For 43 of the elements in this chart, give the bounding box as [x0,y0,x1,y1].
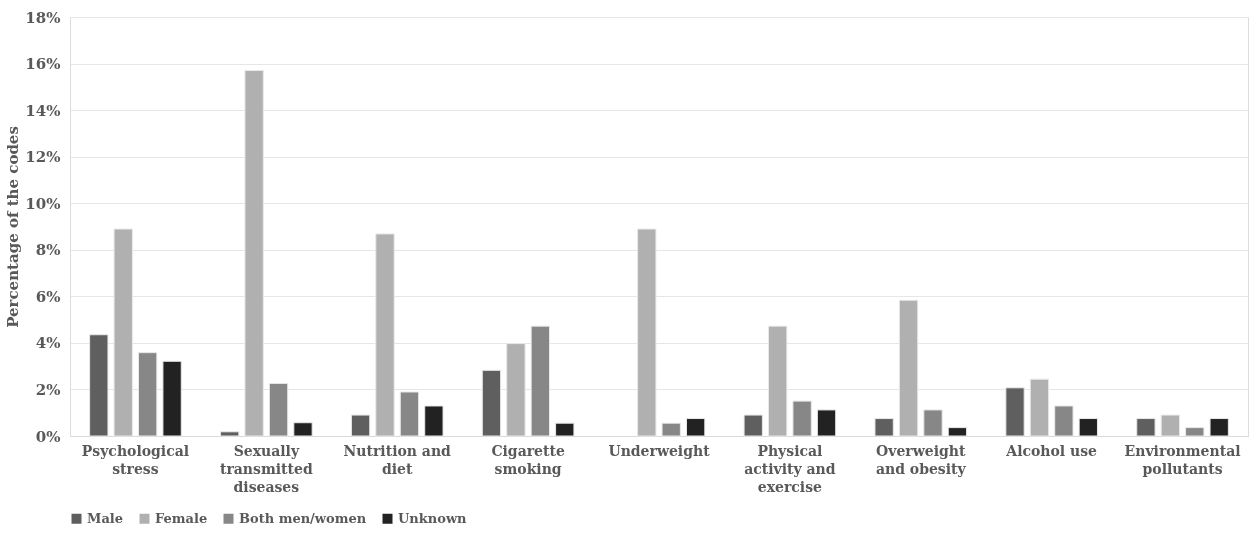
y-tick-label: 4% [35,334,61,353]
y-tick-label: 10% [25,194,61,213]
x-tick-label: Physical activity and exercise [744,442,836,495]
bar [350,414,371,437]
bar [1054,405,1074,437]
x-tick-label: Nutrition and diet [343,442,452,477]
bar [1160,414,1180,437]
y-tick-label: 12% [25,148,61,167]
bar [1209,418,1229,437]
y-axis-title: Percentage of the codes [4,126,23,328]
legend-label: Both men/women [239,510,367,526]
bar [424,405,444,437]
x-tick-label: Underweight [608,442,711,459]
bar [555,422,575,437]
bar [816,409,837,437]
bar [743,414,763,437]
legend-label: Female [155,510,208,526]
bar [874,418,894,437]
bar [1136,418,1156,437]
y-tick-label: 8% [35,241,61,260]
legend-label: Male [87,510,124,526]
bar [947,427,968,437]
bar [220,431,240,437]
x-tick-label: Alcohol use [1005,442,1098,459]
x-tick-label: Sexually transmitted diseases [219,442,313,495]
x-tick-label: Cigarette smoking [491,442,565,477]
bar [792,400,812,437]
y-tick-label: 18% [25,8,61,27]
y-tick-label: 6% [35,287,61,306]
x-tick-label: Overweight and obesity [875,442,967,477]
bar [1185,427,1205,437]
y-tick-label: 16% [25,55,61,74]
bar [685,418,706,437]
y-tick-label: 2% [35,380,61,399]
y-tick-label: 14% [25,101,61,120]
x-tick-label: Psychological stress [81,442,190,477]
y-tick-label: 0% [35,427,61,446]
legend-label: Unknown [398,510,468,526]
x-tick-label: Environmental pollutants [1124,442,1241,477]
bar [923,409,943,437]
bar [661,422,681,437]
bar [1078,418,1098,437]
bar [293,422,313,437]
